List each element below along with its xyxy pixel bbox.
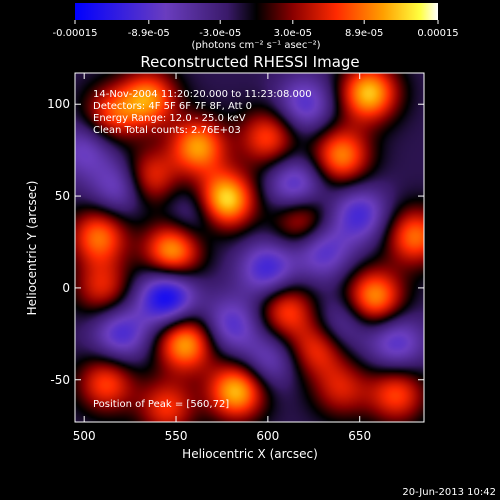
x-tick-label: 500	[73, 429, 96, 443]
y-axis-ticks: -50 0 50 100	[47, 97, 424, 387]
colorbar-tick-label: 0.00015	[417, 28, 458, 39]
annotation-time-range: 14-Nov-2004 11:20:20.000 to 11:23:08.000	[93, 89, 312, 100]
plot-frame	[74, 72, 425, 423]
peak-position-label: Position of Peak = [560,72]	[93, 399, 229, 410]
x-axis-ticks: 500 550 600 650	[73, 73, 371, 443]
colorbar-units-label: (photons cm⁻² s⁻¹ asec⁻²)	[191, 40, 320, 51]
colorbar-ticks	[74, 20, 439, 24]
annotation-counts: Clean Total counts: 2.76E+03	[93, 125, 241, 136]
annotation-block: 14-Nov-2004 11:20:20.000 to 11:23:08.000…	[93, 89, 312, 410]
x-tick-label: 600	[256, 429, 279, 443]
x-tick-label: 650	[348, 429, 371, 443]
annotation-detectors: Detectors: 4F 5F 6F 7F 8F, Att 0	[93, 101, 252, 112]
colorbar-tick-label: -3.0e-05	[199, 28, 241, 39]
y-tick-label: -50	[50, 373, 70, 387]
image-area	[75, 73, 424, 422]
colorbar-tick-label: -0.00015	[53, 28, 98, 39]
colorbar-tick-label: -8.9e-05	[128, 28, 170, 39]
x-tick-label: 550	[165, 429, 188, 443]
footer-timestamp: 20-Jun-2013 10:42	[402, 487, 496, 498]
colorbar-tick-label: 8.9e-05	[345, 28, 383, 39]
y-tick-label: 50	[55, 189, 70, 203]
annotation-energy-range: Energy Range: 12.0 - 25.0 keV	[93, 113, 246, 124]
y-axis-label: Heliocentric Y (arcsec)	[25, 181, 39, 316]
y-tick-label: 100	[47, 97, 70, 111]
colorbar	[75, 3, 438, 20]
x-axis-label: Heliocentric X (arcsec)	[182, 447, 318, 461]
y-tick-label: 0	[62, 281, 70, 295]
colorbar-tick-label: 3.0e-05	[274, 28, 312, 39]
chart-title: Reconstructed RHESSI Image	[140, 53, 359, 71]
colorbar-tick-labels: -0.00015 -8.9e-05 -3.0e-05 3.0e-05 8.9e-05 0.…	[53, 28, 459, 39]
heatmap-image	[75, 73, 424, 422]
